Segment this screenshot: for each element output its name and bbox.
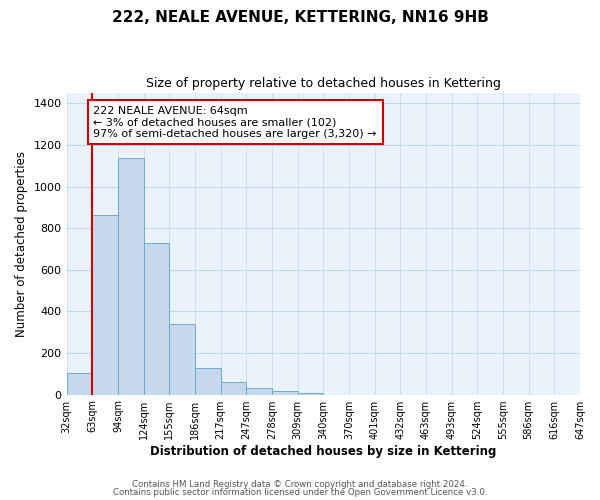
Bar — [272, 391, 298, 394]
Bar — [221, 382, 246, 394]
X-axis label: Distribution of detached houses by size in Kettering: Distribution of detached houses by size … — [150, 444, 496, 458]
Bar — [298, 392, 323, 394]
Title: Size of property relative to detached houses in Kettering: Size of property relative to detached ho… — [146, 78, 501, 90]
Bar — [92, 214, 118, 394]
Bar — [246, 388, 272, 394]
Text: Contains HM Land Registry data © Crown copyright and database right 2024.: Contains HM Land Registry data © Crown c… — [132, 480, 468, 489]
Bar — [169, 324, 195, 394]
Bar — [67, 372, 92, 394]
Bar — [195, 368, 221, 394]
Bar — [143, 243, 169, 394]
Text: 222, NEALE AVENUE, KETTERING, NN16 9HB: 222, NEALE AVENUE, KETTERING, NN16 9HB — [112, 10, 488, 25]
Text: 222 NEALE AVENUE: 64sqm
← 3% of detached houses are smaller (102)
97% of semi-de: 222 NEALE AVENUE: 64sqm ← 3% of detached… — [94, 106, 377, 138]
Text: Contains public sector information licensed under the Open Government Licence v3: Contains public sector information licen… — [113, 488, 487, 497]
Y-axis label: Number of detached properties: Number of detached properties — [15, 151, 28, 337]
Bar — [118, 158, 143, 394]
